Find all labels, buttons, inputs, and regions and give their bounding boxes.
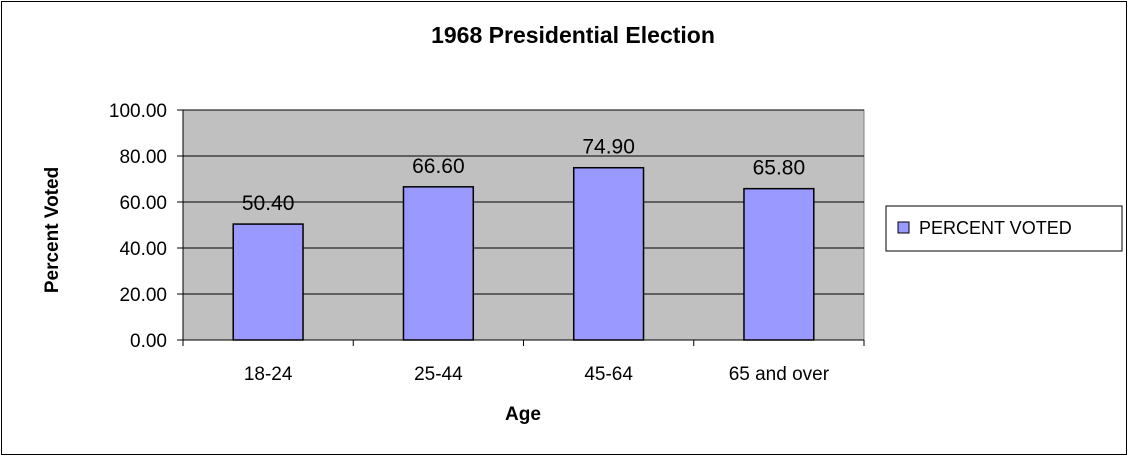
legend-label: PERCENT VOTED <box>919 218 1072 238</box>
chart-title: 1968 Presidential Election <box>431 22 715 48</box>
x-tick-label: 45-64 <box>584 364 633 385</box>
y-tick-label: 60.00 <box>119 193 167 214</box>
data-labels: 50.40 66.60 74.90 65.80 <box>242 136 805 215</box>
data-label: 50.40 <box>242 192 295 215</box>
x-tick-label: 65 and over <box>729 364 830 385</box>
legend-box <box>885 205 1123 252</box>
x-tick-label: 18-24 <box>244 364 293 385</box>
y-tick-label: 40.00 <box>119 239 167 260</box>
bar <box>402 186 475 341</box>
y-axis-title: Percent Voted <box>42 167 63 293</box>
legend-swatch <box>897 221 910 234</box>
x-tick-label: 25-44 <box>414 364 463 385</box>
bar <box>232 223 304 341</box>
x-axis-title: Age <box>505 404 541 425</box>
bar <box>572 166 645 341</box>
y-tick-label: 100.00 <box>109 101 167 122</box>
data-label: 65.80 <box>753 157 806 180</box>
y-tick-label: 20.00 <box>119 285 167 306</box>
bars <box>232 166 815 341</box>
bar <box>743 187 815 341</box>
y-axis-ticks: 0.00 20.00 40.00 60.00 80.00 100.00 <box>109 101 183 352</box>
y-tick-label: 80.00 <box>119 147 167 168</box>
legend: PERCENT VOTED <box>885 205 1123 252</box>
data-label: 74.90 <box>582 136 635 159</box>
data-label: 66.60 <box>412 155 465 178</box>
x-axis-ticks: 18-24 25-44 45-64 65 and over <box>182 340 865 385</box>
y-tick-label: 0.00 <box>130 331 167 352</box>
